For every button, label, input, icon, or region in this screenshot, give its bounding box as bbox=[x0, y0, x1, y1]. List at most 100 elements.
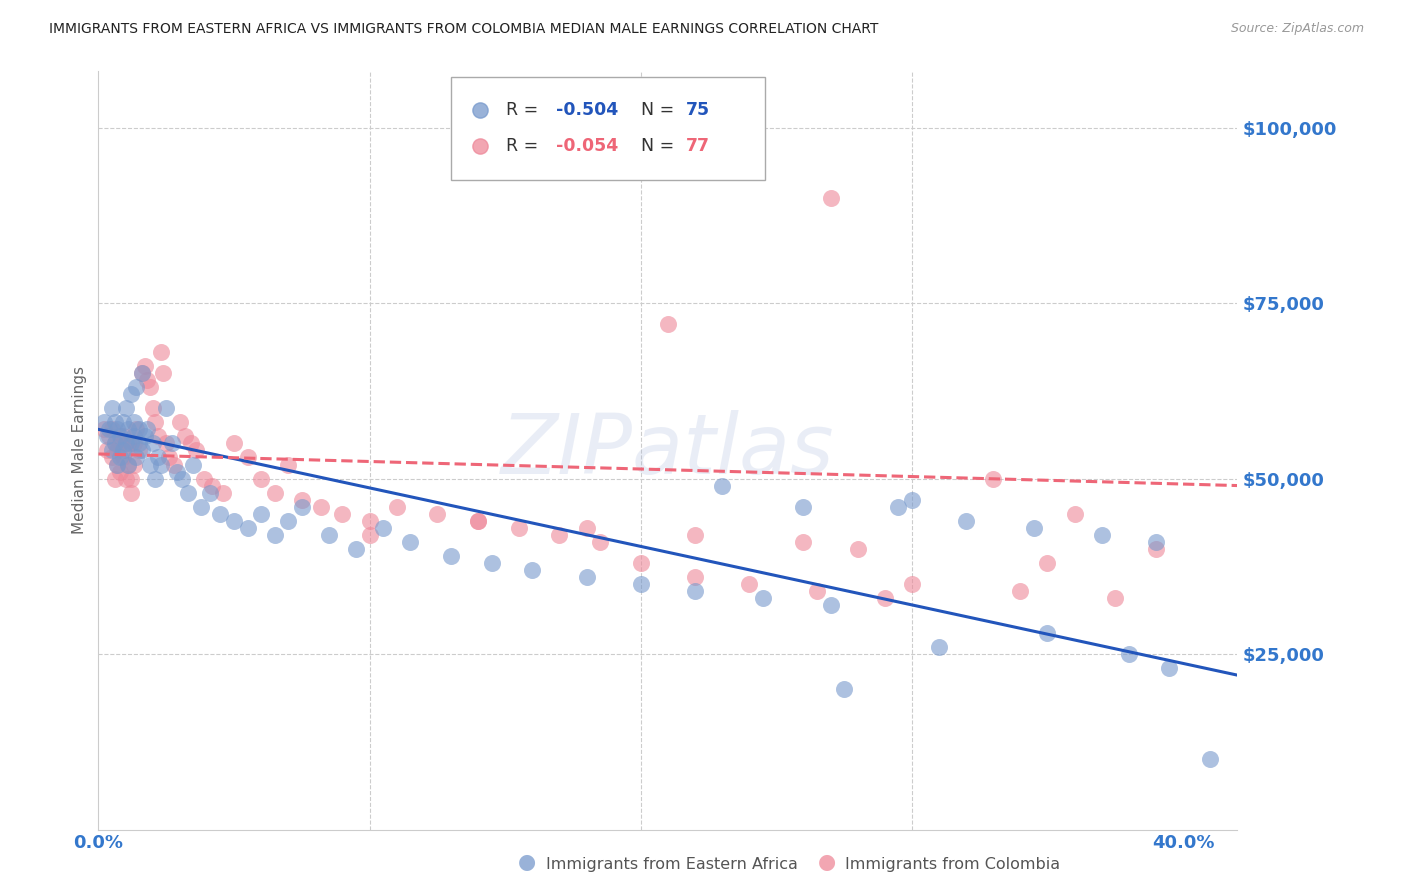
Point bbox=[981, 471, 1004, 485]
Point bbox=[114, 471, 136, 485]
Point bbox=[901, 492, 924, 507]
Point bbox=[177, 485, 200, 500]
Point bbox=[589, 534, 612, 549]
Point bbox=[145, 416, 167, 430]
Point bbox=[117, 458, 139, 472]
Point bbox=[180, 436, 202, 450]
Point bbox=[332, 507, 354, 521]
Point bbox=[122, 416, 145, 430]
Point bbox=[575, 521, 598, 535]
Point bbox=[136, 373, 159, 387]
Text: ●: ● bbox=[818, 853, 835, 872]
Point bbox=[263, 527, 285, 541]
Point bbox=[1010, 583, 1032, 598]
Point bbox=[630, 577, 652, 591]
Point bbox=[193, 471, 215, 485]
Point bbox=[277, 458, 299, 472]
Text: Immigrants from Colombia: Immigrants from Colombia bbox=[845, 857, 1060, 872]
Point bbox=[104, 416, 127, 430]
Point bbox=[250, 471, 273, 485]
Point bbox=[359, 527, 381, 541]
Text: ZIPatlas: ZIPatlas bbox=[501, 410, 835, 491]
Point bbox=[107, 458, 129, 472]
Point bbox=[887, 500, 910, 514]
Point bbox=[440, 549, 463, 563]
Text: N =: N = bbox=[641, 101, 679, 119]
Point bbox=[122, 458, 145, 472]
Point bbox=[117, 436, 139, 450]
Point bbox=[107, 458, 129, 472]
Point bbox=[101, 443, 124, 458]
Text: ●: ● bbox=[519, 853, 536, 872]
Point bbox=[114, 443, 136, 458]
Point bbox=[107, 422, 129, 436]
Point bbox=[155, 401, 177, 416]
Point bbox=[399, 534, 422, 549]
Point bbox=[108, 436, 131, 450]
Text: -0.054: -0.054 bbox=[557, 136, 619, 154]
Point bbox=[1036, 556, 1059, 570]
Point bbox=[139, 380, 162, 394]
Point bbox=[142, 401, 165, 416]
Point bbox=[683, 583, 706, 598]
Text: R =: R = bbox=[506, 136, 544, 154]
Point bbox=[481, 556, 503, 570]
Point bbox=[131, 366, 153, 380]
Point bbox=[139, 458, 162, 472]
Point bbox=[318, 527, 340, 541]
Point bbox=[201, 478, 224, 492]
Point bbox=[657, 317, 679, 331]
Point bbox=[309, 500, 332, 514]
Text: N =: N = bbox=[641, 136, 679, 154]
Point bbox=[128, 422, 150, 436]
Point bbox=[169, 416, 191, 430]
Point bbox=[114, 436, 136, 450]
Point bbox=[711, 478, 734, 492]
Point bbox=[792, 534, 814, 549]
Point bbox=[146, 450, 169, 465]
Point bbox=[101, 450, 124, 465]
Point bbox=[467, 514, 489, 528]
Point bbox=[820, 191, 842, 205]
Point bbox=[122, 436, 145, 450]
Point bbox=[901, 577, 924, 591]
Point bbox=[752, 591, 775, 605]
Point bbox=[209, 507, 232, 521]
Point bbox=[145, 471, 167, 485]
Point bbox=[149, 345, 172, 359]
Point bbox=[385, 500, 408, 514]
Text: -0.504: -0.504 bbox=[557, 101, 619, 119]
Point bbox=[1118, 647, 1140, 661]
Point bbox=[134, 429, 156, 443]
Text: Source: ZipAtlas.com: Source: ZipAtlas.com bbox=[1230, 22, 1364, 36]
Point bbox=[93, 416, 115, 430]
Point bbox=[104, 471, 127, 485]
Point bbox=[104, 436, 127, 450]
Point bbox=[125, 422, 148, 436]
Point bbox=[575, 570, 598, 584]
Point bbox=[111, 450, 134, 465]
Point bbox=[344, 541, 367, 556]
Point bbox=[277, 514, 299, 528]
Point bbox=[174, 429, 197, 443]
Point bbox=[198, 485, 221, 500]
Point bbox=[152, 366, 174, 380]
Point bbox=[120, 436, 142, 450]
Point bbox=[1159, 661, 1181, 675]
Point bbox=[212, 485, 235, 500]
Point bbox=[467, 514, 489, 528]
Point bbox=[792, 500, 814, 514]
Point bbox=[548, 527, 571, 541]
Point bbox=[1036, 626, 1059, 640]
Point bbox=[136, 422, 159, 436]
Text: Immigrants from Eastern Africa: Immigrants from Eastern Africa bbox=[546, 857, 797, 872]
Point bbox=[222, 436, 245, 450]
Point bbox=[93, 422, 115, 436]
Point bbox=[1104, 591, 1126, 605]
Point bbox=[806, 583, 828, 598]
Point bbox=[263, 485, 285, 500]
Point bbox=[142, 436, 165, 450]
Point bbox=[117, 422, 139, 436]
Point bbox=[1199, 752, 1222, 766]
FancyBboxPatch shape bbox=[451, 78, 765, 180]
